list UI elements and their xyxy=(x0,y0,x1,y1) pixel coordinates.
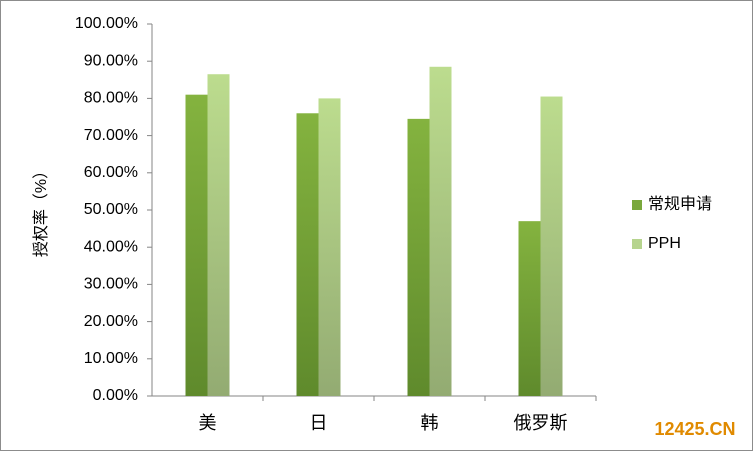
y-tick-label: 70.00% xyxy=(84,127,138,144)
legend-swatch xyxy=(632,200,642,210)
bar xyxy=(407,118,430,397)
y-tick-label: 40.00% xyxy=(84,238,138,255)
bar xyxy=(429,66,452,396)
y-tick-label: 90.00% xyxy=(84,52,138,69)
x-tick-label: 日 xyxy=(310,413,328,433)
bar xyxy=(296,113,319,396)
y-tick-label: 100.00% xyxy=(75,15,138,32)
y-tick-label: 30.00% xyxy=(84,276,138,293)
y-tick-label: 20.00% xyxy=(84,313,138,330)
bar xyxy=(318,98,341,397)
watermark: 12425.CN xyxy=(654,419,735,439)
legend-label: 常规申请 xyxy=(648,195,712,213)
x-tick-label: 韩 xyxy=(421,413,439,433)
bar xyxy=(207,74,230,396)
y-tick-label: 50.00% xyxy=(84,201,138,218)
y-axis-label: 授权率（%） xyxy=(32,163,50,257)
legend-label: PPH xyxy=(648,235,681,252)
y-tick-label: 80.00% xyxy=(84,90,138,107)
bar xyxy=(185,94,208,397)
x-tick-label: 美 xyxy=(199,413,217,433)
y-tick-label: 10.00% xyxy=(84,350,138,367)
bar xyxy=(540,96,563,396)
y-tick-label: 60.00% xyxy=(84,164,138,181)
x-tick-label: 俄罗斯 xyxy=(514,413,568,433)
y-tick-label: 0.00% xyxy=(93,387,138,404)
legend-swatch xyxy=(632,239,642,249)
bar xyxy=(518,221,541,396)
